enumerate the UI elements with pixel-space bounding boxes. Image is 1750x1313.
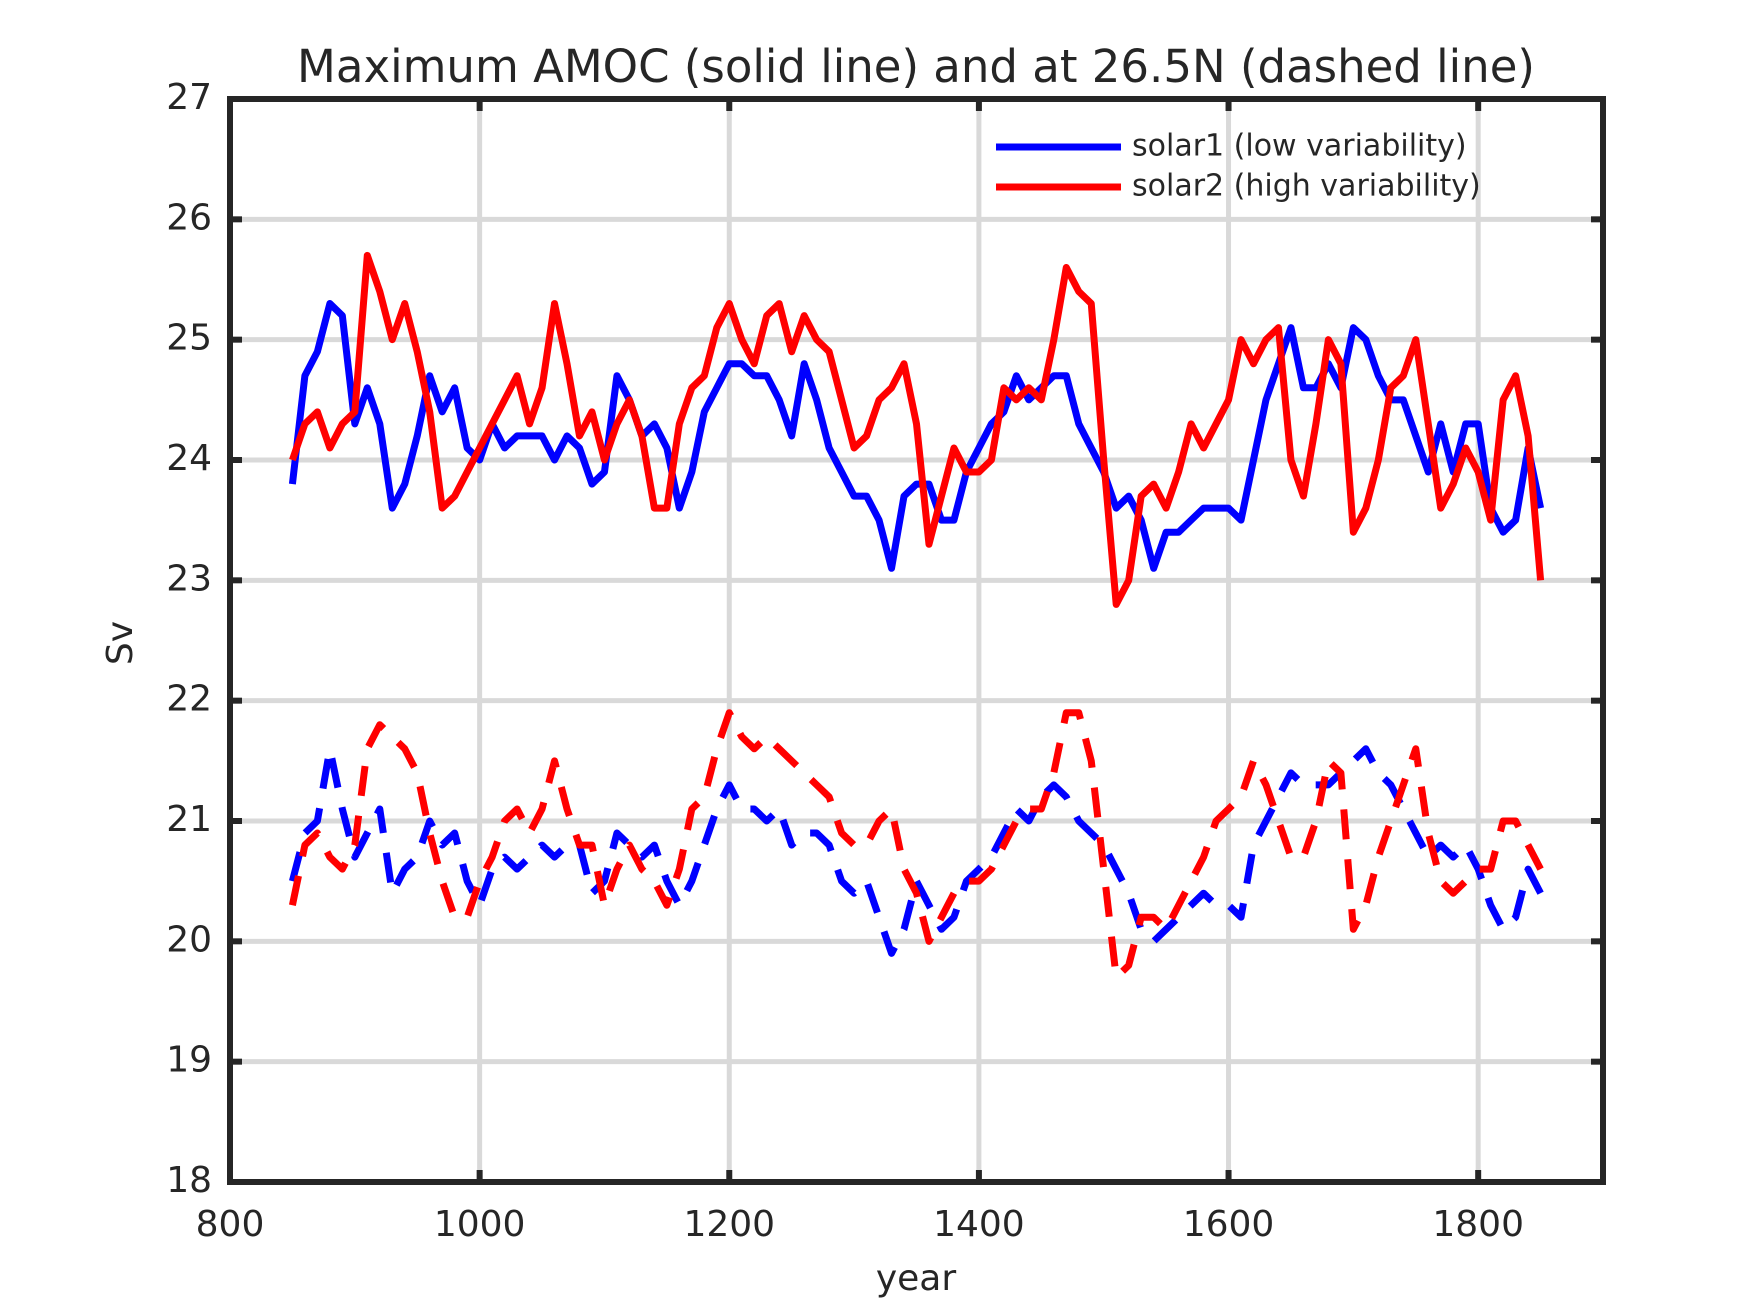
y-tick-label: 25 [166,318,212,359]
x-tick-label: 1200 [683,1204,775,1245]
series-line [288,709,1544,981]
x-tick-label: 800 [196,1204,265,1245]
y-tick-label: 26 [166,197,212,238]
y-tick-label: 24 [166,438,212,479]
series-line [289,251,1545,608]
y-tick-label: 20 [166,919,212,960]
y-tick-label: 18 [166,1160,212,1201]
x-tick-label: 1600 [1183,1204,1275,1245]
x-tick-label: 1000 [434,1204,526,1245]
chart-title: Maximum AMOC (solid line) and at 26.5N (… [297,40,1535,93]
legend-label: solar1 (low variability) [1132,129,1467,164]
y-tick-label: 27 [166,77,212,118]
y-tick-label: 23 [166,558,212,599]
x-tick-label: 1400 [933,1204,1025,1245]
x-axis-label: year [876,1258,957,1299]
series-line [288,300,1545,572]
y-tick-label: 19 [166,1040,212,1081]
y-tick-label: 21 [166,799,212,840]
y-axis-label: Sv [100,621,141,665]
axes-box [227,96,1606,1185]
legend-label: solar2 (high variability) [1132,169,1481,204]
x-tick-label: 1800 [1432,1204,1524,1245]
y-tick-label: 22 [166,679,212,720]
series-line [289,745,1544,957]
